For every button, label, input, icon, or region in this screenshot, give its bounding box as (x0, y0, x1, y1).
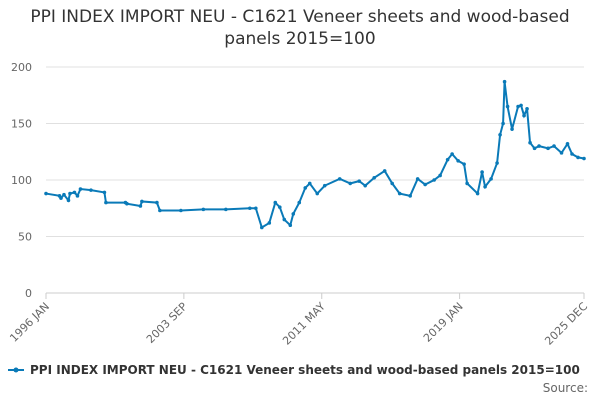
point (140, 199, 144, 204)
point (303, 186, 308, 190)
point (75, 194, 80, 198)
point (254, 206, 258, 211)
point (322, 183, 327, 188)
point (267, 221, 272, 225)
point (522, 113, 526, 118)
point (337, 177, 342, 181)
point (179, 208, 183, 213)
point (483, 184, 487, 189)
point (59, 196, 63, 200)
y-tick-label: 0 (25, 287, 32, 300)
point (315, 191, 320, 196)
source: Source: (543, 381, 588, 395)
point (363, 183, 368, 188)
point (155, 200, 159, 205)
point (445, 157, 450, 162)
point (450, 152, 454, 156)
point (282, 217, 287, 222)
point (528, 140, 532, 145)
point (372, 175, 376, 180)
point (462, 162, 466, 166)
point (138, 204, 143, 208)
point (348, 181, 353, 186)
point (382, 169, 387, 173)
point (502, 79, 507, 84)
point (125, 201, 129, 206)
point (456, 158, 460, 163)
point (158, 208, 162, 213)
x-tick-label: 2025 DEC (542, 300, 590, 348)
y-tick-label: 50 (18, 231, 32, 244)
point (489, 177, 493, 181)
point (570, 152, 574, 156)
legend-label: PPI INDEX IMPORT NEU - C1621 Veneer shee… (30, 363, 580, 377)
point (582, 156, 586, 161)
point (44, 191, 48, 196)
point (559, 151, 564, 155)
point (475, 191, 480, 196)
point (415, 177, 420, 181)
point (516, 104, 520, 109)
point (307, 181, 312, 186)
point (438, 173, 442, 178)
legend-marker (13, 367, 19, 373)
point (565, 142, 570, 146)
point (104, 200, 108, 205)
y-tick-label: 100 (11, 174, 32, 187)
point (519, 103, 523, 108)
x-tick-label: 1996 JAN (7, 300, 52, 345)
point (201, 207, 206, 212)
point (480, 170, 484, 174)
line (45, 81, 585, 229)
x-tick-label: 2003 SEP (144, 300, 190, 346)
point (495, 161, 499, 165)
point (505, 104, 510, 109)
point (78, 187, 83, 191)
x-tick-label: 2019 JAN (421, 300, 466, 345)
point (397, 191, 402, 196)
point (102, 190, 107, 195)
y-tick-label: 150 (11, 118, 32, 131)
point (552, 144, 556, 148)
point (546, 146, 550, 151)
point (291, 212, 296, 216)
point (66, 198, 71, 203)
point (501, 121, 505, 126)
x-tick-label: 2011 MAY (280, 300, 328, 348)
point (510, 127, 514, 131)
point (72, 190, 77, 195)
point (89, 188, 93, 192)
point (297, 200, 302, 205)
point (62, 192, 66, 197)
point (537, 144, 541, 148)
point (288, 223, 293, 227)
y-tick-label: 200 (11, 61, 32, 74)
point (408, 194, 412, 198)
point (273, 200, 278, 205)
point (357, 179, 362, 183)
point (224, 207, 228, 212)
point (465, 181, 469, 186)
chart-title: PPI INDEX IMPORT NEU - C1621 Veneer shee… (30, 7, 570, 49)
point (259, 225, 264, 230)
point (498, 133, 502, 137)
point (532, 146, 537, 151)
point (432, 178, 436, 182)
point (248, 206, 252, 211)
point (525, 107, 529, 111)
point (423, 182, 427, 187)
point (68, 191, 72, 196)
point (390, 181, 394, 186)
point (576, 155, 580, 160)
point (277, 205, 282, 209)
